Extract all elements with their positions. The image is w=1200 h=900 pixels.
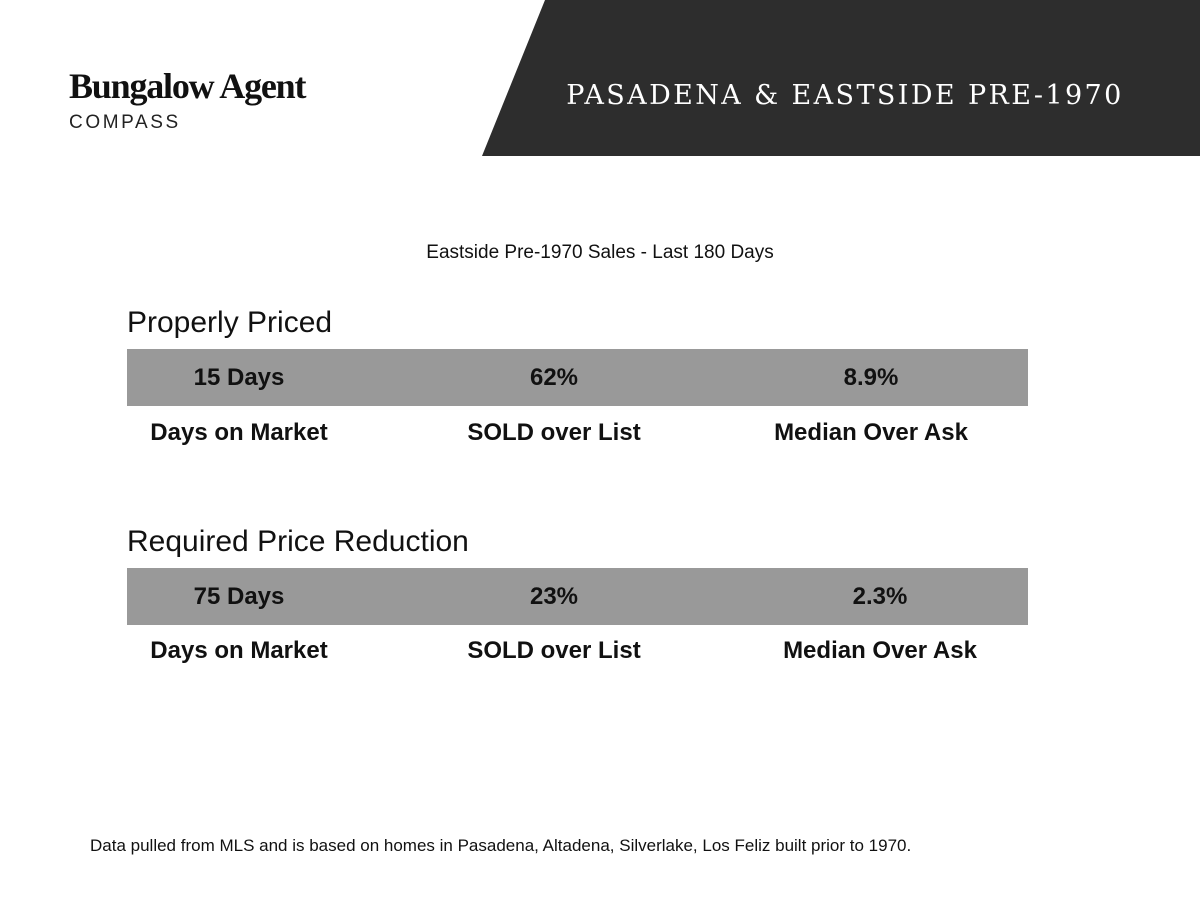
value-band-required-price-reduction: 75 Days 23% 2.3% bbox=[127, 568, 1028, 625]
label-sold-over-list: SOLD over List bbox=[467, 419, 641, 446]
label-days-on-market: Days on Market bbox=[150, 637, 328, 664]
header-dark-shape bbox=[482, 0, 1200, 156]
label-median-over-ask: Median Over Ask bbox=[774, 419, 968, 446]
page-subtitle: Eastside Pre-1970 Sales - Last 180 Days bbox=[426, 242, 774, 263]
value-sold-over-list: 62% bbox=[529, 364, 579, 391]
logo-brand: COMPASS bbox=[69, 112, 181, 133]
value-days-on-market: 15 Days bbox=[193, 364, 285, 391]
value-band-properly-priced: 15 Days 62% 8.9% bbox=[127, 349, 1028, 406]
logo-name: Bungalow Agent bbox=[69, 66, 306, 106]
value-days-on-market: 75 Days bbox=[193, 583, 285, 610]
footnote: Data pulled from MLS and is based on hom… bbox=[90, 836, 912, 855]
section-title-required-price-reduction: Required Price Reduction bbox=[127, 525, 469, 558]
label-days-on-market: Days on Market bbox=[150, 419, 328, 446]
value-median-over-ask: 8.9% bbox=[843, 364, 899, 391]
value-sold-over-list: 23% bbox=[529, 583, 579, 610]
section-title-properly-priced: Properly Priced bbox=[127, 306, 333, 339]
label-median-over-ask: Median Over Ask bbox=[783, 637, 977, 664]
value-median-over-ask: 2.3% bbox=[852, 583, 908, 610]
header-title: PASADENA & EASTSIDE PRE-1970 bbox=[566, 80, 1124, 111]
label-sold-over-list: SOLD over List bbox=[467, 637, 641, 664]
header-band bbox=[0, 0, 1200, 156]
brand-logo: Bungalow Agent COMPASS bbox=[69, 66, 306, 134]
